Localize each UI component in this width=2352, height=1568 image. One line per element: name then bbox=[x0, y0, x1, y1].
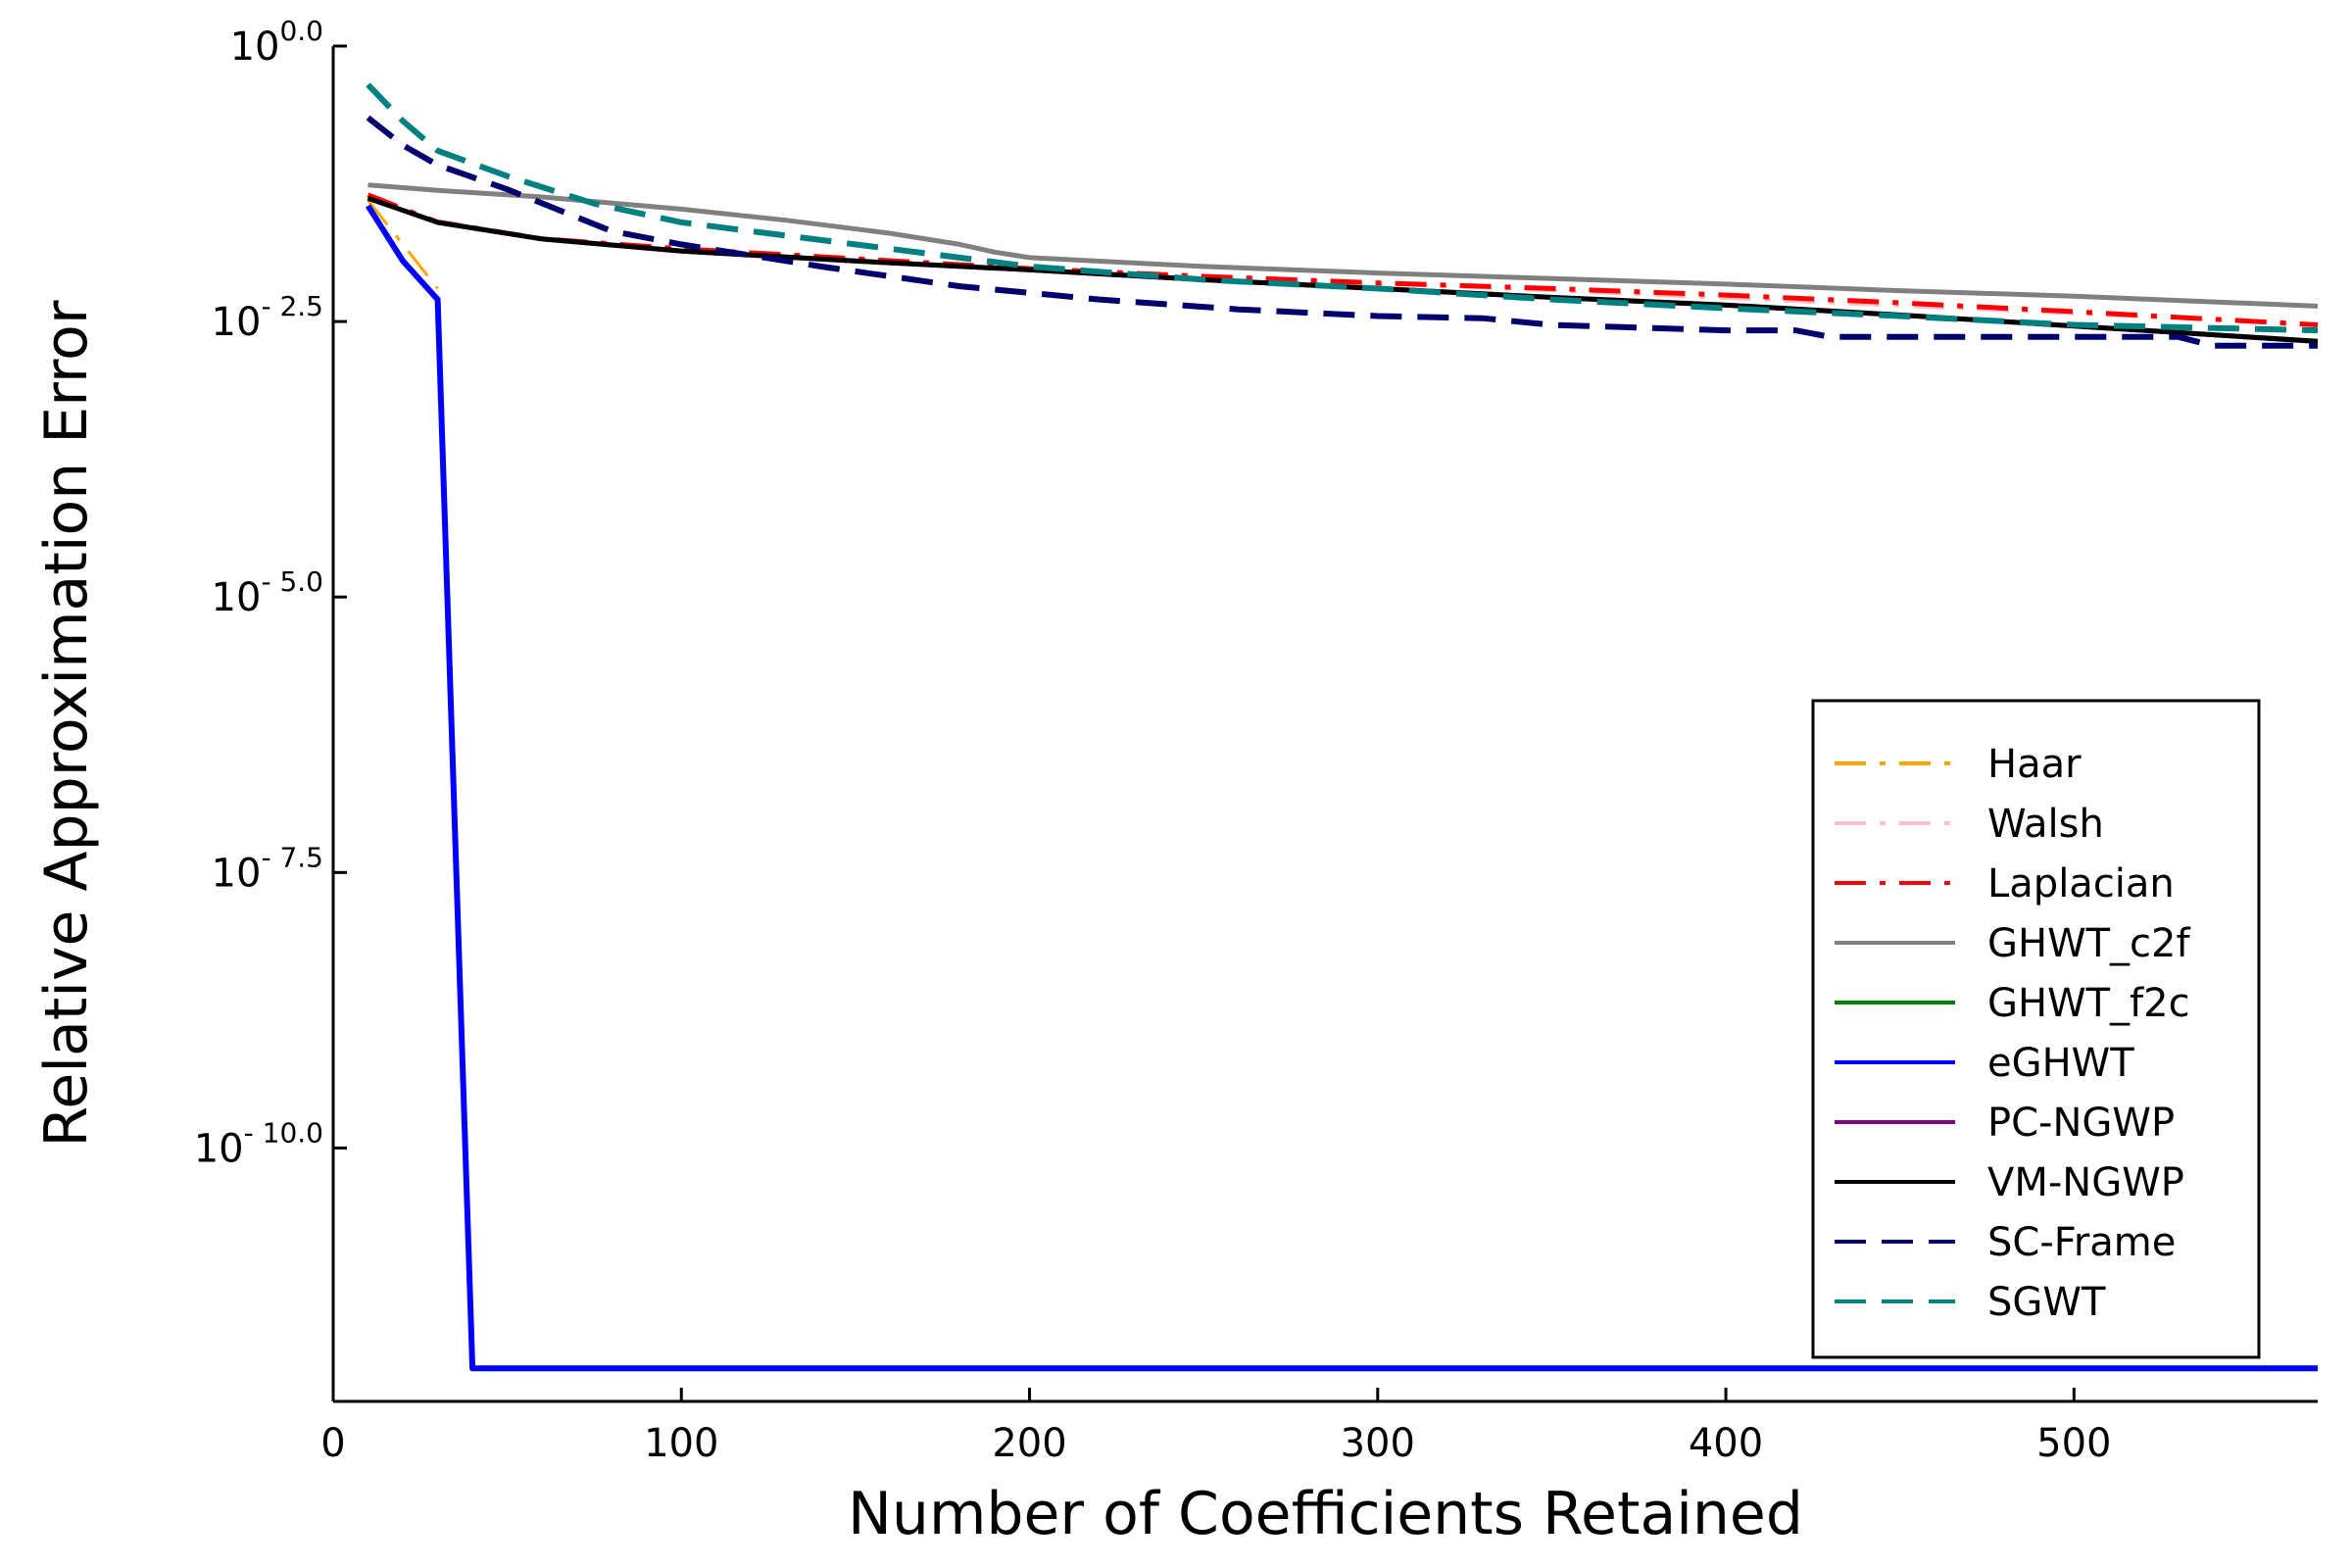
series-line-walsh bbox=[368, 195, 2319, 326]
series-line-eghwt bbox=[365, 204, 2318, 1372]
y-tick-label: 10- 2.5 bbox=[212, 290, 323, 345]
series-line-ghwt-c2f bbox=[368, 182, 2319, 309]
y-tick-label: 10- 10.0 bbox=[194, 1116, 323, 1171]
y-axis-title: Relative Approximation Error bbox=[32, 300, 101, 1147]
series-line-sgwt bbox=[366, 82, 2319, 334]
x-tick-label: 100 bbox=[644, 1421, 718, 1466]
y-tick-label: 10- 5.0 bbox=[212, 565, 323, 620]
legend-label: Haar bbox=[1987, 742, 2082, 787]
legend-label: SGWT bbox=[1987, 1280, 2106, 1325]
series-line-laplacian bbox=[367, 192, 2319, 327]
x-axis-title: Number of Coefficients Retained bbox=[848, 1480, 1803, 1548]
legend-box bbox=[1811, 699, 2261, 1359]
y-tick-label: 10- 7.5 bbox=[212, 841, 323, 896]
ticks: 0 100 200 300 400 500 100.0 10- 2.5 10- 5.0 10- 7… bbox=[194, 15, 2112, 1466]
legend-label: SC-Frame bbox=[1987, 1220, 2176, 1265]
x-tick-label: 200 bbox=[992, 1421, 1066, 1466]
x-tick-label: 300 bbox=[1341, 1421, 1415, 1466]
series-lines bbox=[365, 82, 2319, 1372]
legend-label: GHWT_f2c bbox=[1987, 981, 2190, 1026]
legend-label: Walsh bbox=[1987, 802, 2104, 847]
legend-label: Laplacian bbox=[1987, 861, 2175, 906]
series-line-haar bbox=[367, 199, 439, 290]
legend-label: eGHWT bbox=[1987, 1041, 2134, 1086]
legend-label: PC-NGWP bbox=[1987, 1101, 2175, 1146]
legend-label: VM-NGWP bbox=[1987, 1160, 2184, 1205]
y-tick-label: 100.0 bbox=[230, 15, 323, 70]
axes bbox=[331, 46, 2318, 1403]
x-tick-label: 0 bbox=[320, 1421, 345, 1466]
legend: Haar Walsh Laplacian GHWT_c2f GHWT_f2c eGHWT P… bbox=[1811, 699, 2261, 1359]
x-tick-label: 400 bbox=[1689, 1421, 1763, 1466]
legend-label: GHWT_c2f bbox=[1987, 921, 2191, 966]
x-tick-label: 500 bbox=[2036, 1421, 2111, 1466]
